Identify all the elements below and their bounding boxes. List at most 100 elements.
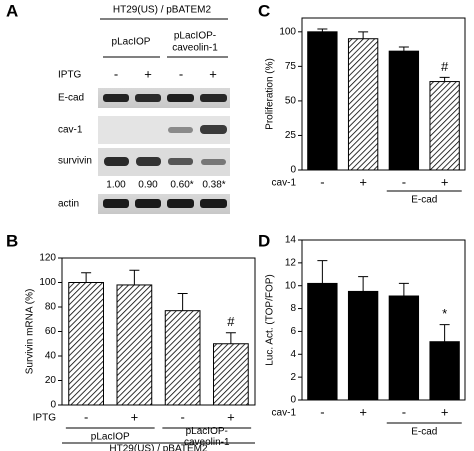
panel-letter: A bbox=[6, 1, 18, 20]
x-tick-label: + bbox=[227, 409, 235, 424]
error-bar bbox=[129, 269, 140, 285]
group-label: caveolin-1 bbox=[172, 43, 218, 54]
annotation: # bbox=[441, 59, 449, 74]
group-label: pLacIOP bbox=[112, 37, 151, 48]
sign: - bbox=[114, 66, 118, 81]
x-tick-label: + bbox=[131, 409, 139, 424]
band bbox=[104, 157, 129, 166]
band bbox=[136, 157, 161, 166]
error-bar bbox=[358, 31, 369, 39]
y-tick-label: 50 bbox=[285, 96, 297, 107]
y-tick-label: 100 bbox=[279, 26, 296, 37]
bar bbox=[68, 282, 104, 406]
group-label: E-cad bbox=[411, 427, 437, 438]
group-label: pLacIOP bbox=[91, 432, 130, 443]
bar bbox=[429, 341, 460, 401]
bar bbox=[116, 284, 153, 406]
panel-letter: B bbox=[6, 231, 18, 250]
bar bbox=[347, 290, 379, 401]
y-tick-label: 10 bbox=[285, 280, 297, 291]
band bbox=[200, 199, 227, 208]
panel-a: A HT29(US) / pBATEM2 pLacIOP pLacIOP- ca… bbox=[6, 1, 230, 214]
bar bbox=[388, 295, 420, 401]
sign: + bbox=[144, 66, 152, 81]
band bbox=[168, 158, 193, 165]
band bbox=[103, 94, 129, 102]
error-bar bbox=[439, 324, 450, 342]
bar bbox=[213, 343, 249, 406]
plot-frame bbox=[301, 17, 466, 171]
error-bar bbox=[177, 293, 188, 311]
bar bbox=[307, 282, 338, 401]
error-bar bbox=[81, 272, 92, 283]
y-tick-label: 0 bbox=[50, 400, 56, 411]
group-label: pLacIOP- bbox=[186, 426, 228, 437]
panel-letter: D bbox=[258, 231, 270, 250]
x-tick-label: + bbox=[441, 404, 449, 419]
x-tick-label: + bbox=[359, 404, 367, 419]
y-tick-label: 25 bbox=[285, 130, 297, 141]
quantification: 0.60* bbox=[170, 180, 193, 191]
y-tick-label: 100 bbox=[39, 277, 56, 288]
x-tick-label: + bbox=[359, 174, 367, 189]
group-label: E-cad bbox=[411, 195, 437, 206]
header: HT29(US) / pBATEM2 bbox=[113, 5, 212, 16]
bar bbox=[429, 81, 460, 171]
y-tick-label: 40 bbox=[45, 351, 57, 362]
x-tick-label: - bbox=[402, 174, 406, 189]
group-label: pLacIOP- bbox=[174, 31, 216, 42]
y-tick-label: 4 bbox=[290, 349, 296, 360]
band bbox=[135, 94, 161, 102]
x-tick-label: - bbox=[320, 404, 324, 419]
x-tick-label: - bbox=[402, 404, 406, 419]
row-label: cav-1 bbox=[272, 408, 297, 419]
bar bbox=[388, 50, 420, 171]
x-tick-label: - bbox=[180, 409, 184, 424]
error-bar bbox=[358, 276, 369, 292]
band bbox=[167, 199, 194, 208]
error-bar bbox=[398, 46, 409, 52]
annotation: # bbox=[227, 314, 235, 329]
band bbox=[200, 94, 227, 102]
quantification: 0.90 bbox=[138, 180, 158, 191]
blot-label: actin bbox=[58, 199, 79, 210]
y-tick-label: 2 bbox=[290, 372, 296, 383]
y-tick-label: 120 bbox=[39, 253, 56, 264]
plot-frame bbox=[301, 239, 466, 401]
y-tick-label: 80 bbox=[45, 302, 57, 313]
y-tick-label: 0 bbox=[290, 395, 296, 406]
bar bbox=[307, 31, 338, 171]
blot-strip bbox=[98, 88, 230, 108]
y-tick-label: 75 bbox=[285, 61, 297, 72]
blot-label: E-cad bbox=[58, 93, 84, 104]
x-tick-label: + bbox=[441, 174, 449, 189]
band bbox=[201, 159, 226, 165]
footer: HT29(US) / pBATEM2 bbox=[109, 444, 208, 451]
row-label: cav-1 bbox=[272, 178, 297, 189]
x-tick-label: - bbox=[84, 409, 88, 424]
blot-label: survivin bbox=[58, 156, 92, 167]
blot-label: cav-1 bbox=[58, 125, 83, 136]
y-tick-label: 60 bbox=[45, 326, 57, 337]
error-bar bbox=[317, 28, 328, 32]
band bbox=[135, 199, 161, 208]
bar bbox=[164, 310, 201, 406]
panel-letter: C bbox=[258, 1, 270, 20]
band bbox=[103, 199, 129, 208]
x-tick-label: - bbox=[320, 174, 324, 189]
y-tick-label: 14 bbox=[285, 235, 297, 246]
band bbox=[168, 127, 193, 133]
sign: - bbox=[179, 66, 183, 81]
quantification: 0.38* bbox=[202, 180, 225, 191]
y-tick-label: 6 bbox=[290, 326, 296, 337]
error-bar bbox=[439, 76, 450, 82]
y-tick-label: 12 bbox=[285, 257, 297, 268]
y-axis-label: Survivin mRNA (%) bbox=[25, 289, 36, 375]
y-tick-label: 0 bbox=[290, 165, 296, 176]
error-bar bbox=[317, 260, 328, 284]
annotation: * bbox=[442, 306, 447, 321]
band bbox=[167, 94, 194, 102]
band bbox=[200, 125, 227, 134]
